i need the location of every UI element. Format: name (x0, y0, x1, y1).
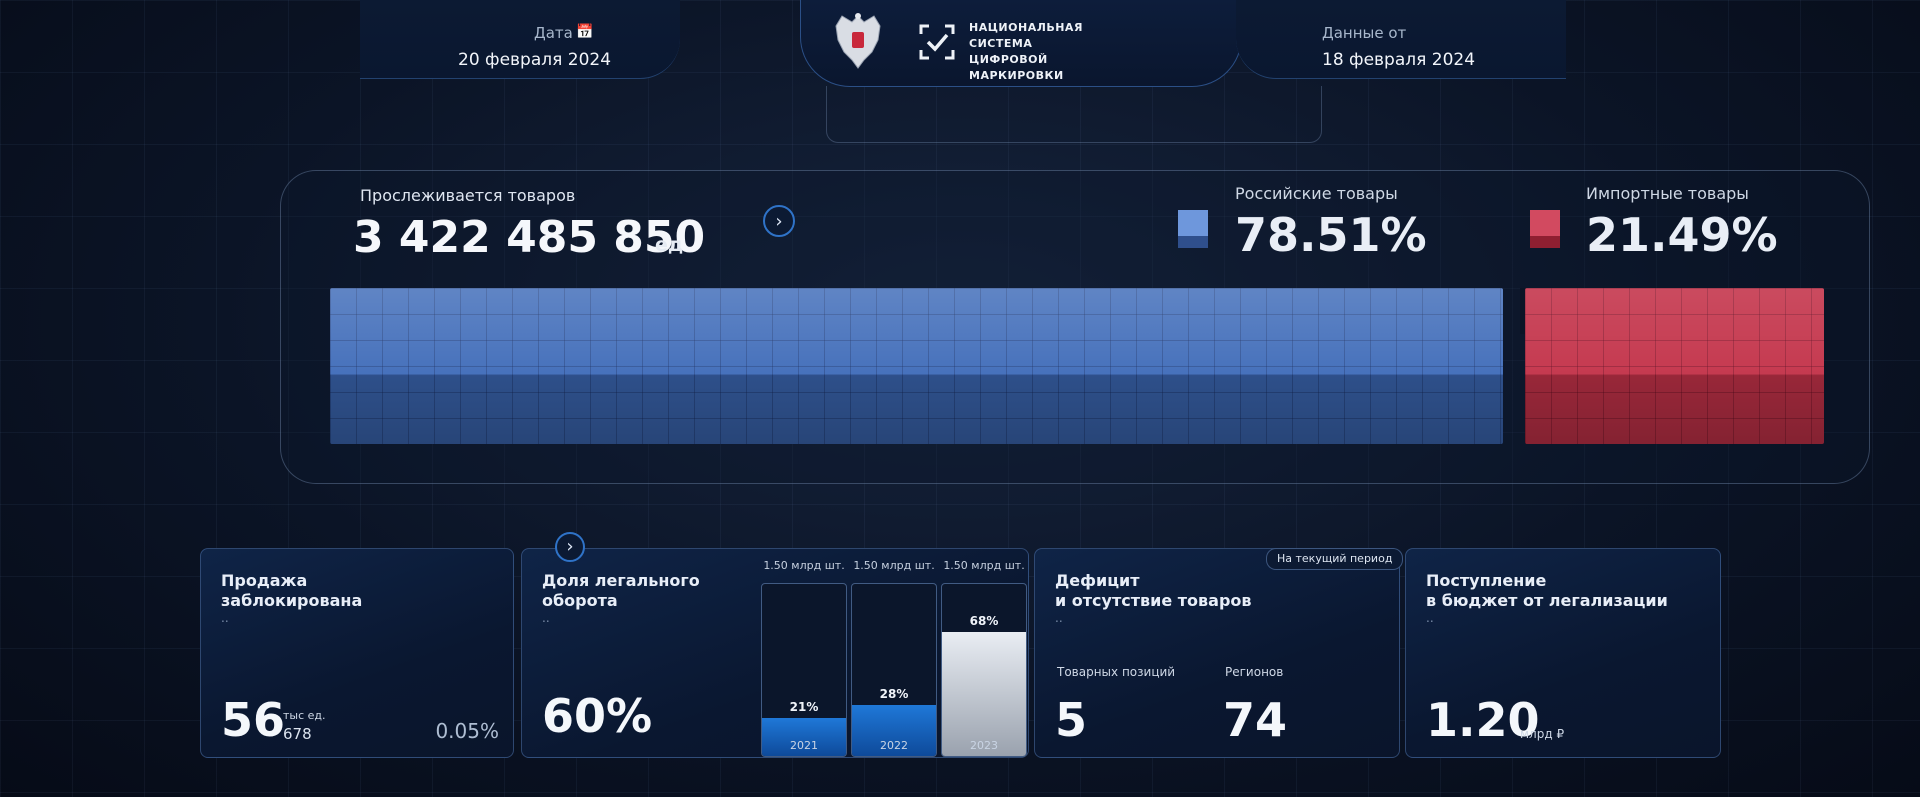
legal-bar-year-2023: 2023 (970, 739, 998, 752)
tracked-unit: ед (655, 234, 684, 256)
brand-line-3: МАРКИРОВКИ (969, 69, 1064, 82)
deficit-positions-value: 5 (1055, 693, 1088, 747)
date-panel: Дата 📅 20 февраля 2024 (360, 0, 680, 79)
import-goods-cube-icon (1530, 210, 1560, 248)
budget-card[interactable]: Поступление в бюджет от легализации .. 1… (1405, 548, 1721, 758)
budget-dots: .. (1426, 611, 1434, 625)
import-goods-percent: 21.49% (1586, 208, 1778, 262)
legal-bar-2022[interactable]: 28% 2022 (851, 583, 937, 757)
current-period-badge: На текущий период (1266, 548, 1404, 570)
data-from-value: 18 февраля 2024 (1322, 50, 1476, 70)
russian-goods-cube-icon (1178, 210, 1208, 248)
legal-bar-head-2022: 1.50 млрд шт. (853, 559, 935, 572)
sales-blocked-title: Продажа заблокирована (221, 571, 362, 611)
legal-bar-percent-2022: 28% (879, 687, 909, 701)
deficit-regions-label: Регионов (1225, 665, 1284, 679)
sales-blocked-percent: 0.05% (435, 719, 499, 743)
date-label: Дата (534, 24, 573, 42)
budget-title-line2: в бюджет от легализации (1426, 591, 1668, 610)
russian-goods-bar (330, 288, 1503, 444)
legal-bar-year-2022: 2022 (880, 739, 908, 752)
legal-turnover-value: 60% (542, 689, 653, 743)
legal-bar-fill-2023 (942, 632, 1026, 756)
brand-line-2: СИСТЕМА ЦИФРОВОЙ (969, 37, 1048, 66)
deficit-positions-label: Товарных позиций (1057, 665, 1176, 679)
legal-bar-fill-2021 (762, 718, 846, 756)
legal-bar-year-2021: 2021 (790, 739, 818, 752)
sales-blocked-title-line2: заблокирована (221, 591, 363, 610)
brand-logo-icon (919, 24, 955, 60)
budget-value: 1.20 (1426, 693, 1540, 747)
sales-blocked-card[interactable]: Продажа заблокирована .. 56 тыс ед. 678 … (200, 548, 514, 758)
deficit-card[interactable]: Дефицит и отсутствие товаров .. Товарных… (1034, 548, 1400, 758)
chevron-right-icon: › (566, 536, 574, 557)
coat-of-arms-icon (835, 13, 881, 69)
data-from-panel: Данные от 18 февраля 2024 (1236, 0, 1566, 79)
header-frame-line (826, 86, 1322, 143)
sales-blocked-dots: .. (221, 611, 229, 625)
legal-turnover-title-line1: Доля легального (542, 571, 700, 590)
legal-turnover-dots: .. (542, 611, 550, 625)
import-goods-label: Импортные товары (1586, 184, 1749, 203)
tracked-value: 3 422 485 850 (353, 212, 706, 263)
legal-bar-2023[interactable]: 68% 2023 (941, 583, 1027, 757)
brand-line-1: НАЦИОНАЛЬНАЯ (969, 21, 1083, 34)
legal-turnover-title: Доля легального оборота (542, 571, 700, 611)
sales-blocked-unit: тыс ед. (283, 709, 326, 722)
legal-bar-head-2023: 1.50 млрд шт. (943, 559, 1025, 572)
russian-goods-percent: 78.51% (1235, 208, 1427, 262)
sales-blocked-value: 56 (221, 693, 286, 747)
chevron-right-icon: › (775, 211, 783, 232)
data-from-label: Данные от (1322, 24, 1407, 42)
sales-blocked-sub: 678 (283, 725, 312, 743)
deficit-dots: .. (1055, 611, 1063, 625)
sales-blocked-title-line1: Продажа (221, 571, 308, 590)
legal-turnover-title-line2: оборота (542, 591, 618, 610)
import-goods-bar (1525, 288, 1824, 444)
budget-title-line1: Поступление (1426, 571, 1547, 590)
deficit-regions-value: 74 (1223, 693, 1288, 747)
legal-bar-percent-2021: 21% (789, 700, 819, 714)
budget-title: Поступление в бюджет от легализации (1426, 571, 1668, 611)
legal-bar-percent-2023: 68% (969, 614, 999, 628)
deficit-title-line2: и отсутствие товаров (1055, 591, 1252, 610)
date-value: 20 февраля 2024 (458, 50, 612, 70)
legal-turnover-details-button[interactable]: › (555, 532, 585, 562)
calendar-icon[interactable]: 📅 (576, 24, 594, 40)
legal-bar-fill-2022 (852, 705, 936, 756)
russian-goods-label: Российские товары (1235, 184, 1398, 203)
brand-name: НАЦИОНАЛЬНАЯ СИСТЕМА ЦИФРОВОЙ МАРКИРОВКИ (969, 20, 1109, 84)
deficit-title: Дефицит и отсутствие товаров (1055, 571, 1252, 611)
legal-bar-2021[interactable]: 21% 2021 (761, 583, 847, 757)
tracked-details-button[interactable]: › (763, 205, 795, 237)
tracked-label: Прослеживается товаров (360, 186, 576, 205)
legal-bar-head-2021: 1.50 млрд шт. (763, 559, 845, 572)
budget-unit: млрд ₽ (1520, 727, 1565, 741)
deficit-title-line1: Дефицит (1055, 571, 1140, 590)
